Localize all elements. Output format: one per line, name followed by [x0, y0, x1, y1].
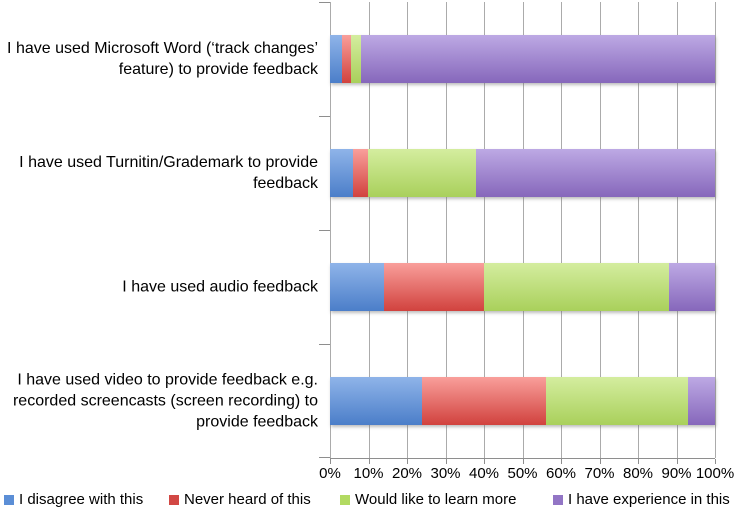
legend-swatch-icon — [340, 495, 350, 505]
bar-segment — [383, 263, 484, 311]
legend-swatch-icon — [169, 495, 179, 505]
bar-segment — [330, 263, 384, 311]
x-axis-tick — [522, 459, 524, 464]
y-axis-tick — [319, 344, 330, 345]
x-axis-label: 40% — [468, 465, 500, 482]
value-axis-labels: 0% 10% 20% 30% 40% 50% 60% 70% 80% 90% 100% — [319, 464, 734, 484]
x-axis-tick — [561, 459, 562, 464]
gridline — [407, 2, 408, 458]
gridline — [715, 2, 716, 458]
x-axis-tick — [599, 459, 601, 464]
gridline — [484, 2, 485, 458]
y-axis-tick — [319, 230, 330, 231]
gridline — [445, 2, 447, 458]
bar-segment — [668, 263, 715, 311]
category-label: I have used video to provide feedback e.… — [12, 371, 318, 431]
x-axis-label: 70% — [584, 465, 615, 482]
legend-label: Never heard of this — [184, 491, 311, 508]
bar-segment — [422, 377, 546, 425]
category-label: I have used Microsoft Word (‘track chang… — [7, 40, 318, 78]
gridline — [561, 2, 562, 458]
legend-label: I disagree with this — [19, 491, 144, 508]
x-axis-label: 100% — [695, 465, 735, 482]
bar-row — [330, 149, 715, 197]
gridline — [522, 2, 524, 458]
gridline — [638, 2, 639, 458]
gridline — [599, 2, 601, 458]
gridline — [330, 2, 331, 458]
x-axis-tick — [368, 459, 370, 464]
bar-segment — [353, 149, 369, 197]
x-axis-tick — [676, 459, 678, 464]
y-axis-tick — [319, 2, 330, 3]
x-axis-label: 0% — [319, 465, 341, 482]
y-axis-tick — [319, 116, 330, 117]
gridline — [676, 2, 678, 458]
y-axis-tick — [319, 457, 330, 458]
legend: I disagree with this Never heard of this W… — [0, 490, 737, 512]
x-axis-label: 20% — [391, 465, 423, 482]
legend-item: I have experience in this — [553, 490, 730, 510]
x-axis-label: 60% — [545, 465, 577, 482]
bar-row — [330, 35, 715, 83]
bar-segment — [351, 35, 361, 83]
category-label: I have used Turnitin/Grademark to provid… — [19, 154, 318, 192]
x-axis-label: 10% — [353, 465, 384, 482]
bar-segment — [368, 149, 477, 197]
bar-segment — [688, 377, 715, 425]
legend-swatch-icon — [4, 495, 14, 505]
bar-row — [330, 263, 715, 311]
x-axis-label: 90% — [661, 465, 692, 482]
x-axis-label: 50% — [507, 465, 538, 482]
bar-segment — [341, 35, 352, 83]
bar-segment — [330, 377, 423, 425]
bar-segment — [545, 377, 689, 425]
legend-swatch-icon — [553, 495, 563, 505]
x-axis-label: 80% — [622, 465, 654, 482]
x-axis-tick — [330, 459, 331, 464]
category-label: I have used audio feedback — [122, 278, 318, 296]
x-axis-tick — [715, 459, 716, 464]
legend-item: Never heard of this — [169, 490, 311, 510]
bar-segment — [476, 149, 715, 197]
bar-segment — [483, 263, 669, 311]
x-axis-label: 30% — [430, 465, 461, 482]
legend-item: Would like to learn more — [340, 490, 516, 510]
bar-segment — [330, 35, 342, 83]
legend-label: Would like to learn more — [355, 491, 517, 508]
plot-area — [319, 2, 716, 464]
legend-label: I have experience in this — [568, 491, 730, 508]
legend-item: I disagree with this — [4, 490, 143, 510]
x-axis-tick — [407, 459, 408, 464]
gridline — [368, 2, 370, 458]
x-axis-tick — [638, 459, 639, 464]
bar-segment — [330, 149, 354, 197]
x-axis-tick — [484, 459, 485, 464]
bar-row — [330, 377, 715, 425]
bar-segment — [360, 35, 715, 83]
x-axis-tick — [445, 459, 447, 464]
